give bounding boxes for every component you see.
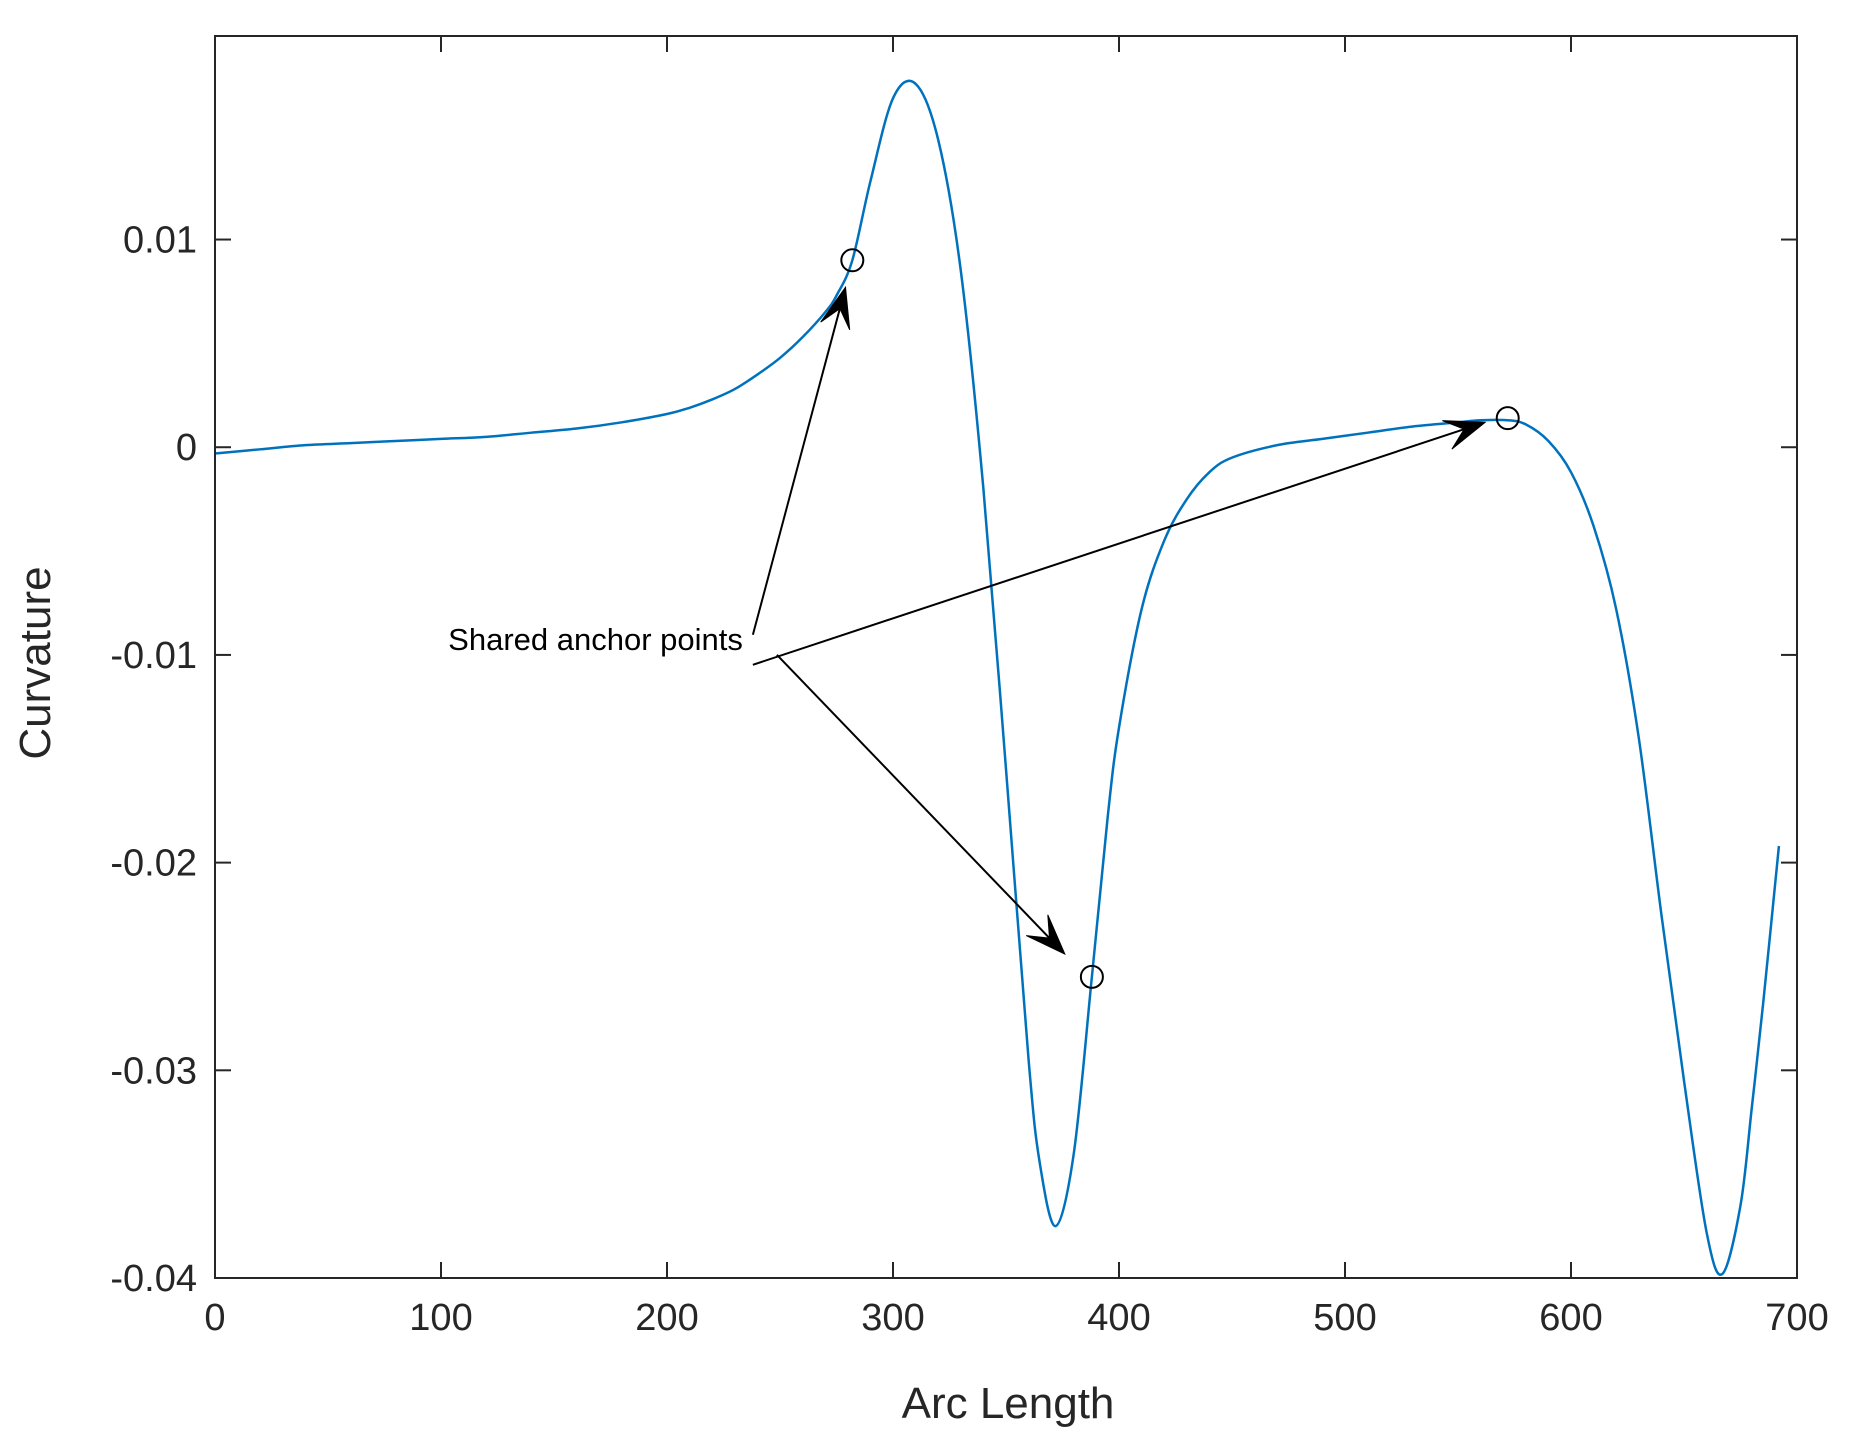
x-tick-label: 500: [1313, 1297, 1376, 1339]
x-tick-label: 300: [861, 1297, 924, 1339]
y-tick-label: -0.03: [110, 1050, 197, 1092]
y-axis-label: Curvature: [11, 566, 60, 759]
annotation-arrow-head: [1025, 914, 1066, 956]
annotation-arrow-shaft: [751, 308, 841, 636]
annotation-arrow-head: [1442, 420, 1487, 450]
x-axis-label: Arc Length: [902, 1379, 1115, 1428]
x-tick-label: 0: [204, 1297, 225, 1339]
anchor-point-marker: [1495, 406, 1520, 431]
y-tick-label: 0.01: [123, 220, 197, 262]
annotation-layer: Shared anchor points: [448, 285, 1487, 956]
annotation-arrow-shaft: [752, 428, 1465, 666]
plot-area: [215, 36, 1797, 1278]
curvature-line: [214, 79, 1781, 1276]
y-tick-label: -0.01: [110, 635, 197, 677]
x-tick-label: 100: [409, 1297, 472, 1339]
axes-box: [214, 35, 1798, 1279]
axes-layer: 0 100 200 300 400 500 600 700 -0.04 -0.03 -0.02 -0.…: [110, 35, 1829, 1339]
annotation-label: Shared anchor points: [448, 622, 743, 657]
plot-background: [215, 36, 1797, 1278]
x-tick-label: 200: [635, 1297, 698, 1339]
y-tick-label: -0.02: [110, 843, 197, 885]
y-tick-label: 0: [176, 427, 197, 469]
x-tick-label: 400: [1087, 1297, 1150, 1339]
annotation-arrow-shaft: [776, 654, 1051, 939]
anchor-point-marker: [840, 248, 865, 273]
y-tick-label: -0.04: [110, 1258, 197, 1300]
annotation-arrow-head: [820, 285, 851, 331]
x-tick-label: 600: [1539, 1297, 1602, 1339]
x-tick-label: 700: [1765, 1297, 1828, 1339]
curve-layer: [214, 79, 1781, 1276]
anchor-point-marker: [1079, 964, 1104, 989]
marker-layer: [840, 248, 1520, 989]
